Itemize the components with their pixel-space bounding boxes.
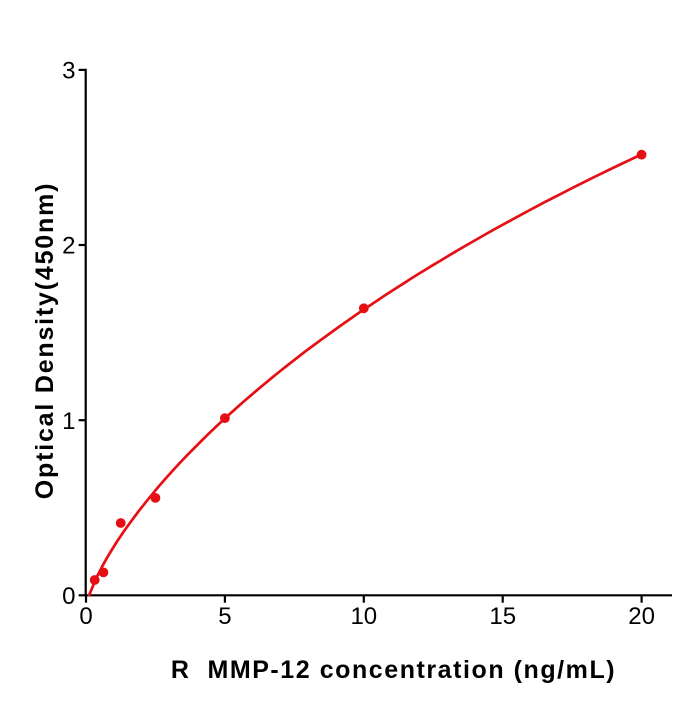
svg-text:0: 0: [79, 603, 92, 630]
svg-text:2: 2: [62, 233, 75, 260]
svg-text:10: 10: [350, 603, 377, 630]
svg-text:5: 5: [218, 603, 231, 630]
svg-text:20: 20: [628, 603, 655, 630]
svg-text:Optical Density(450nm): Optical Density(450nm): [31, 182, 59, 499]
svg-text:1: 1: [62, 408, 75, 435]
svg-text:3: 3: [62, 58, 75, 85]
svg-text:15: 15: [489, 603, 516, 630]
svg-text:R MMP-12 concentration (ng/mL: R MMP-12 concentration (ng/mL): [171, 656, 616, 684]
svg-text:0: 0: [62, 583, 75, 610]
